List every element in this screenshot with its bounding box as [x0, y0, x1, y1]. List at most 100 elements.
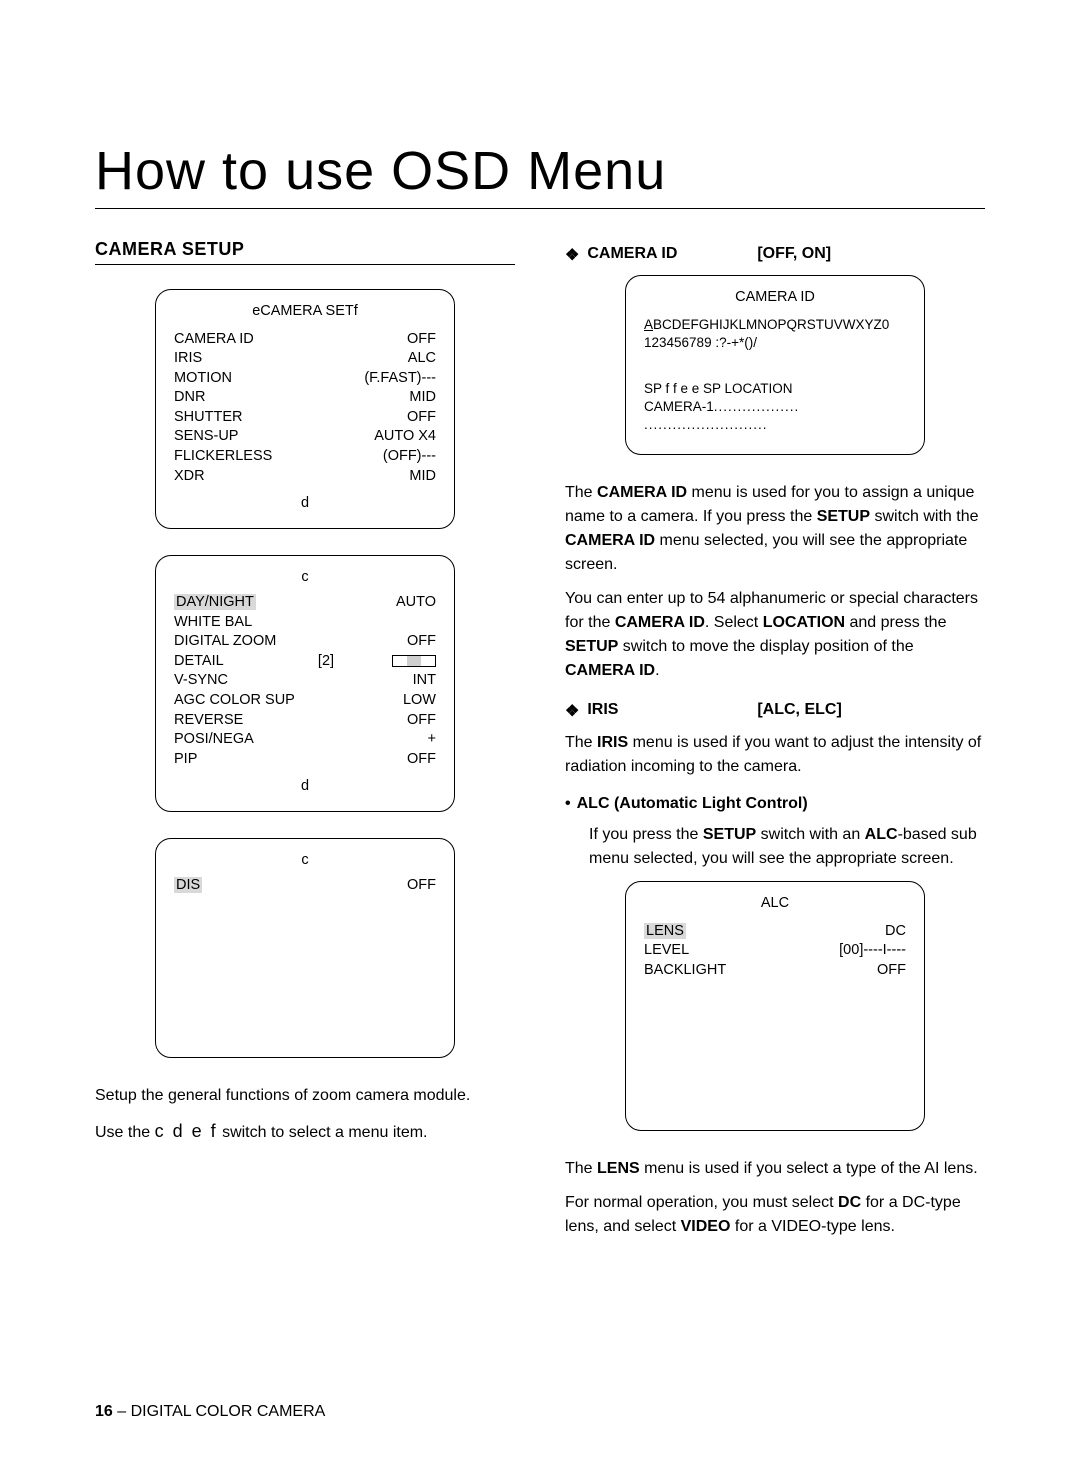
- t: If you press the: [589, 826, 703, 843]
- osd-foot: d: [174, 494, 436, 514]
- osd-row-value: OFF: [407, 876, 436, 896]
- camera-id-para2: You can enter up to 54 alphanumeric or s…: [565, 587, 985, 683]
- osd-row-key: DAY/NIGHT: [174, 593, 256, 613]
- osd-title: c: [174, 568, 436, 588]
- osd-row: V-SYNC INT: [174, 671, 436, 691]
- bold: LENS: [597, 1160, 640, 1177]
- right-column: ❖ CAMERA ID [OFF, ON] CAMERA ID ABCDEFGH…: [565, 239, 985, 1249]
- subhead-options: [ALC, ELC]: [757, 701, 841, 721]
- osd-row-value: OFF: [407, 632, 436, 652]
- osd-row-key: DIGITAL ZOOM: [174, 632, 276, 652]
- osd-row: BACKLIGHT OFF: [644, 961, 906, 981]
- osd-row-key: LENS: [644, 922, 686, 942]
- bold: SETUP: [817, 508, 870, 525]
- t: switch to move the display position of t…: [618, 638, 913, 655]
- bold: DC: [838, 1194, 861, 1211]
- osd-row-value: (OFF)---: [383, 447, 436, 467]
- osd-row: WHITE BAL: [174, 613, 436, 633]
- osd-row-key: MOTION: [174, 369, 232, 389]
- camera-id-subhead: ❖ CAMERA ID [OFF, ON]: [565, 245, 985, 265]
- setup-description: Setup the general functions of zoom came…: [95, 1084, 515, 1108]
- osd-row-key: SHUTTER: [174, 408, 242, 428]
- iris-subhead: ❖ IRIS [ALC, ELC]: [565, 701, 985, 721]
- osd-row-key: AGC COLOR SUP: [174, 691, 295, 711]
- subhead-label: IRIS: [587, 701, 757, 721]
- t: menu is used if you want to adjust the i…: [565, 734, 981, 775]
- osd-row-key: BACKLIGHT: [644, 961, 726, 981]
- alc-heading-text: ALC (Automatic Light Control): [577, 795, 808, 812]
- osd-row-key: XDR: [174, 467, 205, 487]
- osd-row: DAY/NIGHTAUTO: [174, 593, 436, 613]
- lens-para: The LENS menu is used if you select a ty…: [565, 1157, 985, 1181]
- bold: VIDEO: [681, 1218, 731, 1235]
- osd-row-value: MID: [409, 388, 436, 408]
- osd-title: eCAMERA SETf: [174, 302, 436, 322]
- bold: IRIS: [597, 734, 628, 751]
- t: and press the: [845, 614, 946, 631]
- dots: ..................: [714, 399, 800, 414]
- t: switch with the: [870, 508, 978, 525]
- osd-row-key: V-SYNC: [174, 671, 228, 691]
- left-column: CAMERA SETUP eCAMERA SETf CAMERA IDOFFIR…: [95, 239, 515, 1249]
- two-column-layout: CAMERA SETUP eCAMERA SETf CAMERA IDOFFIR…: [95, 239, 985, 1249]
- osd-row-value: MID: [409, 467, 436, 487]
- page-title: How to use OSD Menu: [95, 140, 985, 209]
- bold: CAMERA ID: [615, 614, 705, 631]
- osd-row-key: CAMERA ID: [174, 330, 254, 350]
- osd-row-key: DETAIL: [174, 652, 224, 672]
- osd-row-value: +: [428, 730, 436, 750]
- subhead-options: [OFF, ON]: [757, 245, 831, 265]
- t: The: [565, 484, 597, 501]
- osd-row-mid: [2]: [278, 652, 338, 672]
- osd-row-key: DNR: [174, 388, 205, 408]
- osd-title: CAMERA ID: [644, 288, 906, 308]
- dot-bullet-icon: •: [565, 795, 571, 812]
- charset-line2: 123456789 :?-+*()/: [644, 334, 906, 352]
- osd-row: FLICKERLESS (OFF)---: [174, 447, 436, 467]
- text: switch to select a menu item.: [218, 1124, 428, 1141]
- osd-row-value: OFF: [407, 711, 436, 731]
- page-number: 16: [95, 1403, 113, 1420]
- osd-title: ALC: [644, 894, 906, 914]
- bold: SETUP: [703, 826, 756, 843]
- footer-book-title: DIGITAL COLOR CAMERA: [131, 1403, 326, 1420]
- osd-row-key: REVERSE: [174, 711, 243, 731]
- osd-row-key: IRIS: [174, 349, 202, 369]
- osd-row: REVERSE OFF: [174, 711, 436, 731]
- osd-row: DETAIL [2]: [174, 652, 436, 672]
- bold: CAMERA ID: [597, 484, 687, 501]
- t: The: [565, 1160, 597, 1177]
- use-switch-description: Use the c d e f switch to select a menu …: [95, 1118, 515, 1145]
- osd-row-value: DC: [885, 922, 906, 942]
- osd-row-value: [392, 652, 436, 672]
- bold: SETUP: [565, 638, 618, 655]
- osd-row: CAMERA ID OFF: [174, 330, 436, 350]
- osd-row-key: DIS: [174, 876, 202, 896]
- osd-alc: ALC LENS DCLEVEL[00]----I----BACKLIGHT OFF: [625, 881, 925, 1131]
- t: .: [655, 662, 659, 679]
- osd-row-value: OFF: [407, 330, 436, 350]
- osd-row-value: (F.FAST)---: [364, 369, 436, 389]
- osd-row: AGC COLOR SUP LOW: [174, 691, 436, 711]
- osd-row-value: OFF: [877, 961, 906, 981]
- text: Use the: [95, 1124, 155, 1141]
- osd-row-key: FLICKERLESS: [174, 447, 272, 467]
- osd-row-value: LOW: [403, 691, 436, 711]
- osd-row-key: PIP: [174, 750, 197, 770]
- bold: CAMERA ID: [565, 532, 655, 549]
- osd-row: SENS-UPAUTO X4: [174, 427, 436, 447]
- alc-para: If you press the SETUP switch with an AL…: [589, 823, 985, 871]
- diamond-bullet-icon: ❖: [565, 701, 579, 721]
- t: for a VIDEO-type lens.: [730, 1218, 895, 1235]
- osd-row: POSI/NEGA+: [174, 730, 436, 750]
- osd-row: MOTION (F.FAST)---: [174, 369, 436, 389]
- osd-row: LEVEL[00]----I----: [644, 941, 906, 961]
- osd-row-key: WHITE BAL: [174, 613, 252, 633]
- bold: LOCATION: [763, 614, 845, 631]
- osd-row-value: INT: [413, 671, 436, 691]
- page-footer: 16 – DIGITAL COLOR CAMERA: [95, 1403, 325, 1421]
- osd-row-value: [00]----I----: [839, 941, 906, 961]
- t: . Select: [705, 614, 763, 631]
- osd-foot: d: [174, 777, 436, 797]
- osd-row-value: AUTO X4: [374, 427, 436, 447]
